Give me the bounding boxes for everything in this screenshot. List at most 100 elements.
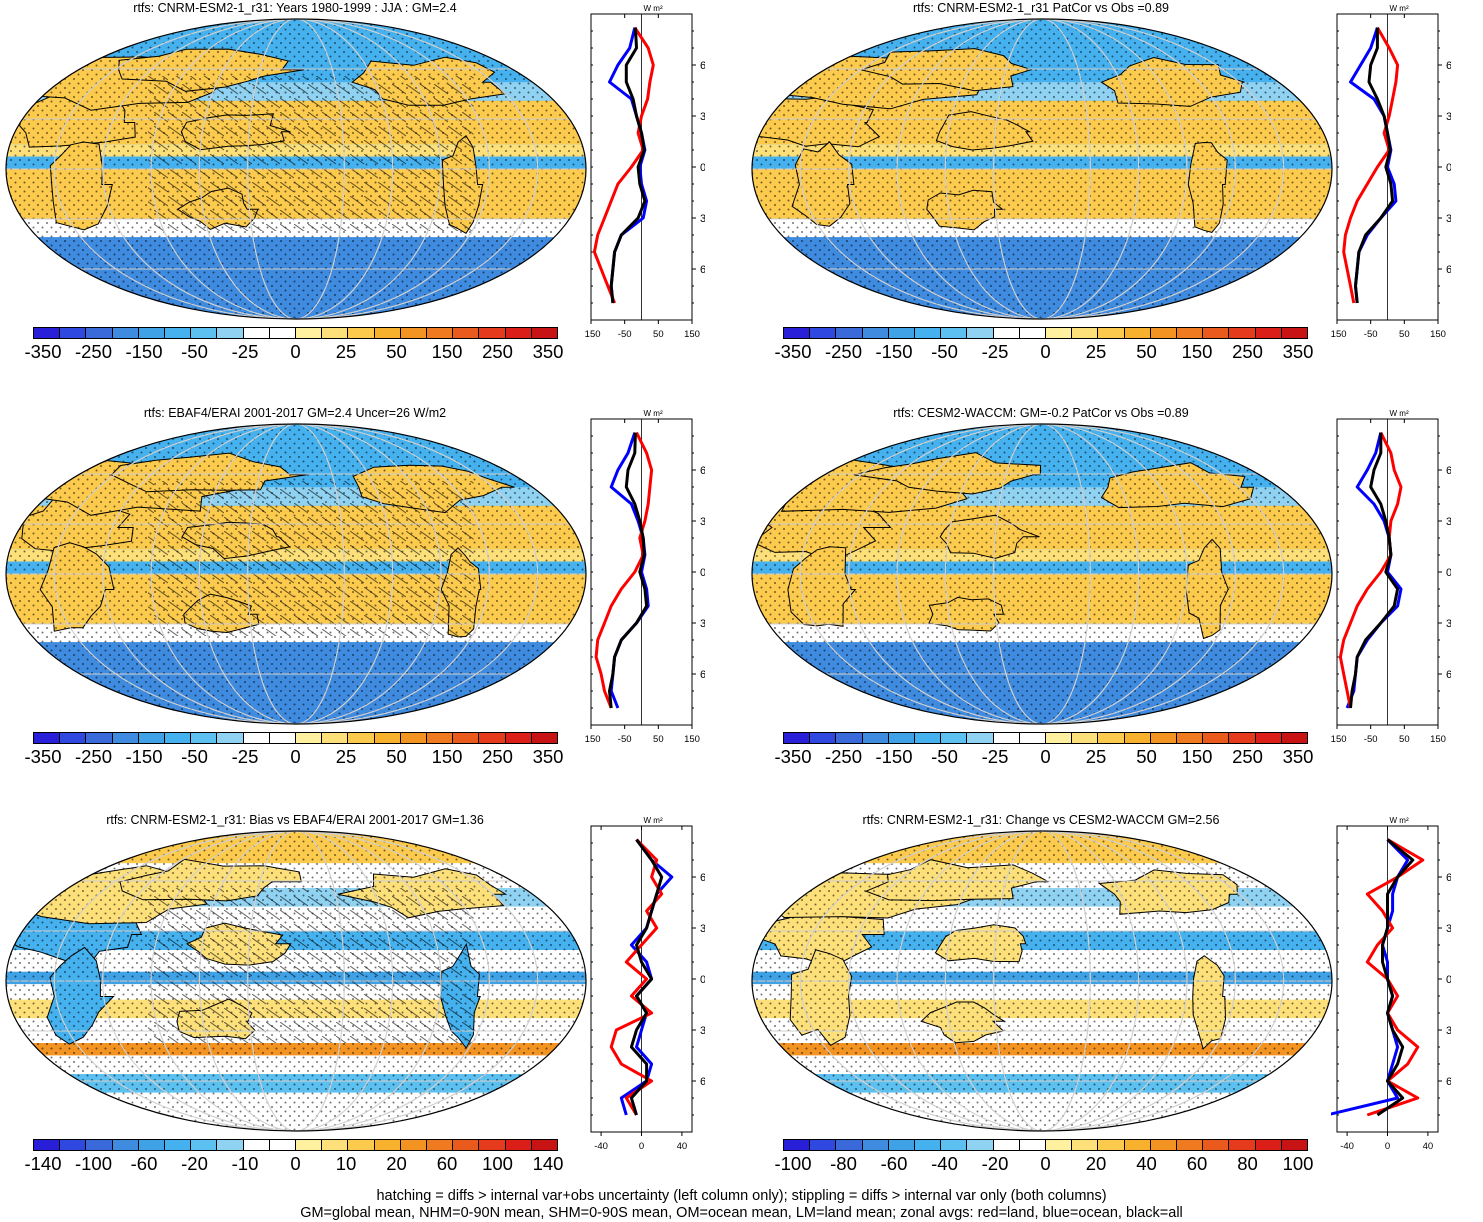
graticule-meridian	[799, 19, 1285, 319]
robinson-map	[751, 18, 1333, 320]
colorbar-swatch	[479, 328, 506, 338]
graticule-meridian	[848, 19, 1236, 319]
colorbar-swatch	[1281, 733, 1308, 743]
zonal-y-tick-label: 30S	[700, 618, 705, 630]
zonal-land-line	[1342, 26, 1400, 304]
zonal-x-tick-label: 0	[1385, 1141, 1390, 1152]
colorbar-label: 150	[431, 746, 463, 767]
zonal-x-tick-label: 150	[1430, 734, 1446, 745]
map-border	[751, 18, 1333, 320]
panel-title: rtfs: CESM2-WACCM: GM=-0.2 PatCor vs Obs…	[893, 406, 1189, 420]
colorbar-label: -25	[231, 746, 259, 767]
zonal-units: W m²	[644, 409, 663, 418]
panel-map-1: rtfs: CNRM-ESM2-1_r31: Years 1980-1999 :…	[0, 0, 740, 405]
colorbar-swatch	[1019, 733, 1047, 743]
colorbar-label: -250	[824, 746, 863, 767]
colorbar-swatch	[915, 733, 942, 743]
colorbar-swatch	[400, 1140, 428, 1150]
graticule-meridian	[150, 831, 442, 1131]
zonal-units: W m²	[1390, 4, 1409, 13]
colorbar-swatch	[1124, 733, 1151, 743]
colorbar-swatch	[1072, 733, 1099, 743]
map-border	[751, 423, 1333, 725]
zonal-y-tick-label: 30S	[1446, 213, 1451, 225]
colorbar-swatch	[453, 733, 480, 743]
graticule-meridian	[198, 831, 394, 1131]
colorbar-swatch	[479, 733, 506, 743]
zonal-units: W m²	[1390, 816, 1409, 825]
colorbar-label: 50	[386, 341, 407, 362]
colorbar-label: 25	[335, 746, 357, 767]
colorbar-label: 25	[1085, 341, 1107, 362]
graticule-meridian	[247, 19, 345, 319]
graticule-meridian	[896, 424, 1188, 724]
colorbar: -350 -250 -150 -50 -25 0 25 50 150 250 350	[774, 327, 1313, 377]
graticule-meridian	[896, 19, 1188, 319]
colorbar-swatch	[941, 733, 968, 743]
colorbar-swatch	[374, 328, 401, 338]
zonal-land-line	[1338, 431, 1403, 709]
colorbar-swatch	[427, 328, 454, 338]
zonal-land-line	[609, 838, 664, 1116]
graticule-meridian	[799, 831, 1285, 1131]
panel-map-5: rtfs: CNRM-ESM2-1_r31: Bias vs EBAF4/ERA…	[0, 812, 740, 1217]
colorbar-swatch	[505, 1140, 532, 1150]
colorbar: -140 -100 -60 -20 -10 0 10 20 60 100 140	[24, 1139, 563, 1189]
colorbar-swatch	[427, 733, 454, 743]
zonal-y-tick-label: 60S	[1446, 264, 1451, 276]
colorbar-label: 20	[1085, 1153, 1107, 1174]
colorbar-swatch	[165, 1140, 192, 1150]
colorbar-swatch	[34, 328, 61, 338]
zonal-y-tick-label: 60N	[700, 872, 705, 884]
colorbar-label: 20	[386, 1153, 407, 1174]
zonal-y-tick-label: 60S	[700, 264, 705, 276]
colorbar-swatch	[191, 1140, 218, 1150]
colorbar-label: 0	[290, 1153, 301, 1174]
zonal-y-tick-label: 0	[1446, 162, 1451, 174]
colorbar-swatch	[1150, 733, 1178, 743]
panel-title: rtfs: CNRM-ESM2-1_r31 PatCor vs Obs =0.8…	[913, 1, 1169, 15]
colorbar-swatch	[1229, 1140, 1256, 1150]
colorbar-swatch	[269, 1140, 297, 1150]
graticule-meridian	[247, 831, 345, 1131]
colorbar-swatch	[1072, 328, 1099, 338]
zonal-y-tick-label: 30S	[700, 1025, 705, 1037]
colorbar-swatch	[1124, 1140, 1151, 1150]
zonal-all-line	[1349, 432, 1400, 709]
map-border	[5, 830, 587, 1132]
colorbar-swatch	[1150, 328, 1178, 338]
colorbar-swatch	[269, 733, 297, 743]
colorbar-swatch	[1098, 328, 1125, 338]
colorbar-swatch	[348, 1140, 375, 1150]
panel-title: rtfs: CNRM-ESM2-1_r31: Change vs CESM2-W…	[862, 813, 1220, 827]
colorbar-label: 50	[386, 746, 407, 767]
colorbar-swatch	[784, 1140, 811, 1150]
colorbar-swatch	[1177, 328, 1204, 338]
colorbar-label: -50	[931, 746, 958, 767]
graticule-meridian	[848, 424, 1236, 724]
colorbar-swatch	[243, 733, 270, 743]
colorbar-swatch	[993, 733, 1020, 743]
zonal-y-tick-label: 30S	[1446, 618, 1451, 630]
zonal-x-tick-label: -50	[1364, 734, 1378, 745]
colorbar-swatch	[138, 1140, 166, 1150]
colorbar-label: -25	[231, 341, 259, 362]
colorbar-swatch	[1229, 733, 1256, 743]
colorbar-label: -25	[981, 341, 1009, 362]
colorbar-swatch	[374, 733, 401, 743]
zonal-all-line	[609, 27, 647, 304]
zonal-average-plot: W m² 60N 30N 0 30S 60S -150 -50 50 150	[585, 4, 705, 340]
zonal-y-tick-label: 30N	[700, 111, 705, 123]
colorbar-swatch	[86, 328, 113, 338]
zonal-y-tick-label: 30S	[1446, 1025, 1451, 1037]
map-border	[5, 423, 587, 725]
colorbar-swatch	[453, 328, 480, 338]
graticule-meridian	[993, 831, 1091, 1131]
colorbar-label: 0	[290, 746, 301, 767]
colorbar-swatch	[531, 1140, 558, 1150]
graticule-meridian	[53, 424, 539, 724]
colorbar-swatch	[941, 1140, 968, 1150]
colorbar-swatch	[1229, 328, 1256, 338]
zonal-units: W m²	[644, 4, 663, 13]
colorbar-label: 250	[1232, 746, 1263, 767]
